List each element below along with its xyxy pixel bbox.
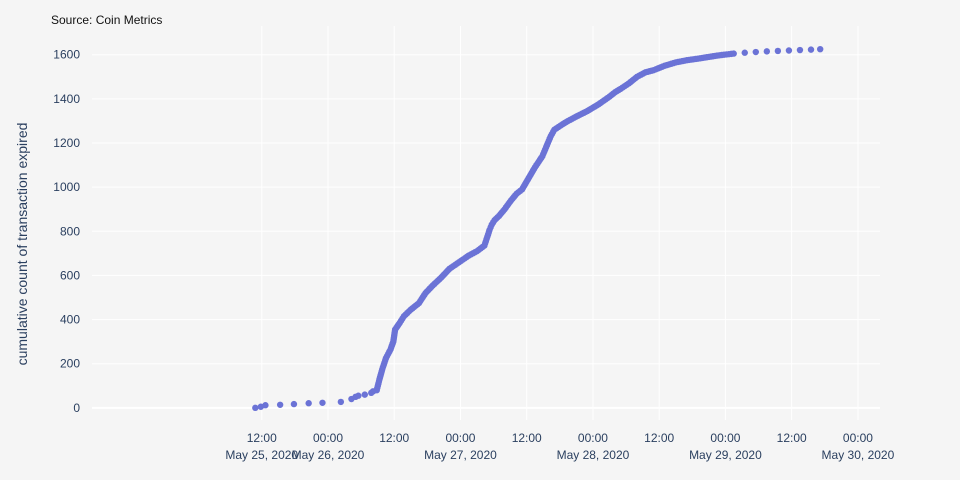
data-point: [319, 399, 326, 406]
data-series: [252, 45, 824, 412]
data-point: [774, 47, 782, 55]
x-tick-label: 12:00: [777, 431, 807, 445]
data-point: [816, 45, 824, 53]
data-point-trail: [728, 50, 735, 58]
y-tick-label: 1600: [53, 48, 80, 62]
x-tick-label: 00:00: [313, 431, 343, 445]
y-tick-label: 600: [60, 268, 80, 282]
x-tick-label: 00:00: [578, 431, 608, 445]
x-tick-date-label: May 26, 2020: [292, 448, 365, 462]
x-tick-label: 12:00: [379, 431, 409, 445]
x-tick-labels: 12:00 May 25, 2020 00:00 May 26, 2020 12:00 0…: [225, 431, 894, 462]
data-point: [305, 400, 312, 407]
data-point: [796, 46, 804, 54]
data-point: [752, 48, 759, 56]
x-tick-label: 00:00: [843, 431, 873, 445]
y-tick-label: 800: [60, 224, 80, 238]
data-point: [290, 400, 298, 408]
y-tick-label: 1400: [53, 92, 80, 106]
data-point: [355, 392, 362, 399]
x-tick-label: 12:00: [247, 431, 277, 445]
x-tick-date-label: May 27, 2020: [424, 448, 497, 462]
y-tick-label: 400: [60, 313, 80, 327]
data-point-trail: [487, 224, 494, 231]
y-tick-labels: 0 200 400 600 800 1000 1200 1400 1600: [53, 48, 80, 415]
data-point: [785, 47, 793, 54]
data-point-trail: [485, 229, 492, 236]
x-tick-date-label: May 25, 2020: [225, 448, 298, 462]
y-tick-label: 1000: [53, 180, 80, 194]
x-tick-label: 00:00: [445, 431, 475, 445]
chart-source: Source: Coin Metrics: [51, 13, 163, 27]
x-tick-label: 12:00: [512, 431, 542, 445]
y-tick-label: 0: [73, 401, 80, 415]
y-tick-label: 1200: [53, 136, 80, 150]
x-tick-date-label: May 29, 2020: [689, 448, 762, 462]
data-point: [807, 46, 815, 53]
y-tick-label: 200: [60, 357, 80, 371]
data-point: [763, 48, 771, 55]
data-point: [252, 404, 259, 412]
x-tick-date-label: May 30, 2020: [822, 448, 895, 462]
y-gridlines: [92, 54, 880, 409]
data-point: [741, 49, 748, 56]
x-tick-label: 00:00: [710, 431, 740, 445]
x-gridlines: [261, 26, 859, 420]
data-point-trail: [718, 51, 725, 59]
x-tick-label: 12:00: [644, 431, 674, 445]
data-point: [262, 402, 269, 409]
x-tick-date-label: May 28, 2020: [557, 448, 630, 462]
data-point: [361, 391, 368, 398]
data-point: [337, 398, 345, 406]
data-point: [276, 401, 284, 408]
